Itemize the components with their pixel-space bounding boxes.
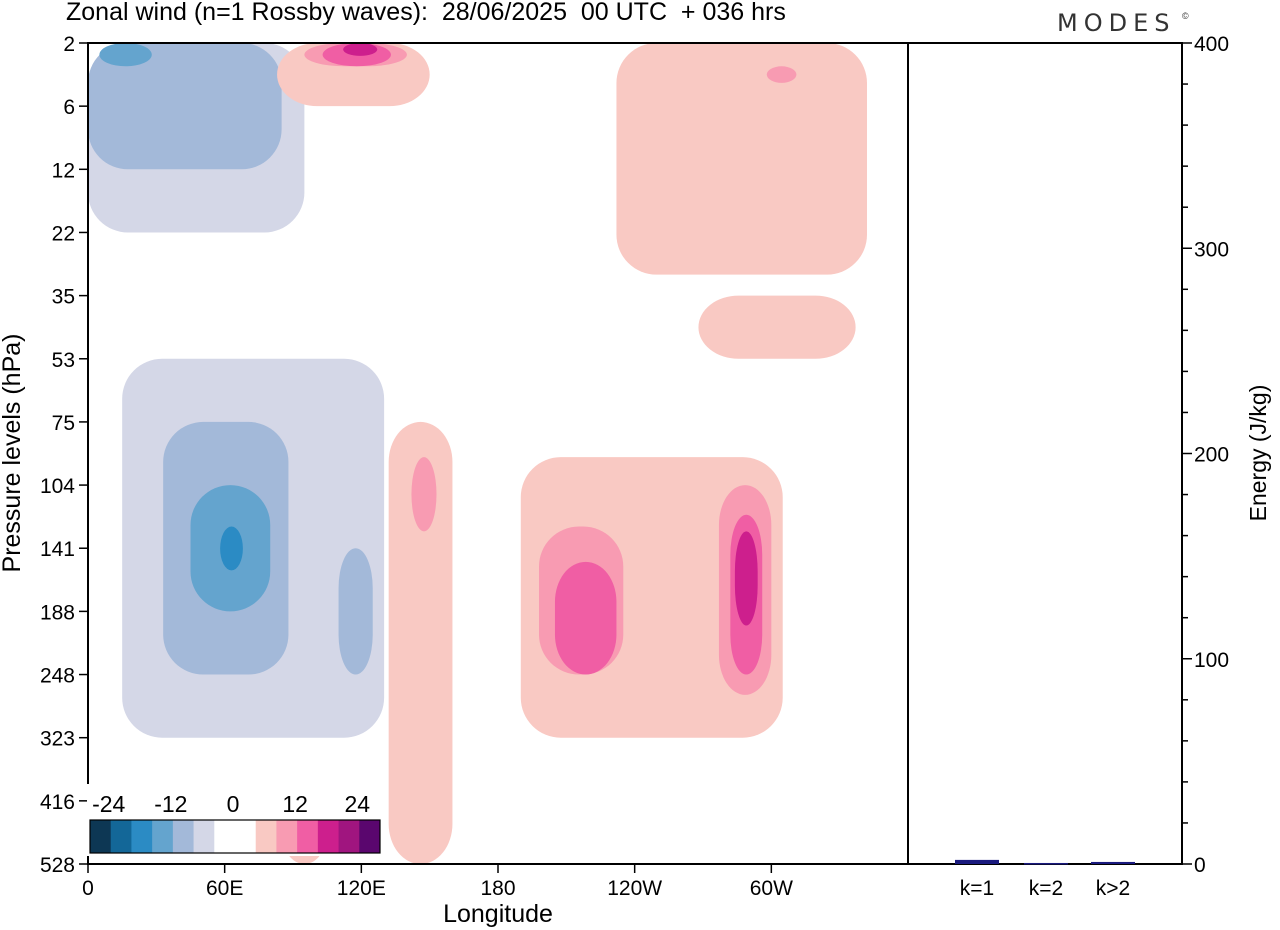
colorbar-frame [89,819,381,854]
y-tick-label: 12 [52,159,75,182]
brand-copyright-mark: © [1182,11,1189,21]
energy-tick-label: 100 [1194,649,1229,672]
contour-region-negative-7 [338,548,373,675]
contour-region-positive-19 [554,561,617,675]
energy-bar-2 [1024,862,1068,865]
energy-axis-label: Energy (J/kg) [1245,385,1271,522]
y-tick-label: 416 [40,791,75,814]
contour-region-positive-22 [734,531,758,626]
colorbar-swatch [90,820,112,853]
brand-logo: MODES [1057,9,1176,37]
colorbar-swatch [276,820,298,853]
y-tick-label: 323 [40,728,75,751]
y-tick-label: 6 [63,96,75,119]
colorbar-swatch [338,820,360,853]
contour-region-positive-15 [388,421,453,864]
contour-region-negative-6 [220,526,243,571]
y-tick-label: 188 [40,601,75,624]
colorbar-swatch [359,820,381,853]
colorbar-swatch [193,820,215,853]
y-tick-label: 104 [40,475,75,498]
y-tick-label: 75 [52,412,75,435]
x-tick-label: 0 [82,877,94,900]
energy-tick-label: 0 [1194,854,1206,877]
energy-plot-frame [907,42,1183,865]
y-tick-label: 2 [63,33,75,56]
colorbar-tick-label: -12 [154,791,187,817]
colorbar-swatch [214,820,236,853]
pressure-axis: 2 6 12 22 35 53 75 104 141 188 248 323 416 528 [40,33,88,877]
colorbar-swatch [110,820,132,853]
colorbar-swatch [131,820,153,853]
y-tick-label: 141 [40,538,75,561]
y-tick-label: 22 [52,222,75,245]
contour-region-positive-16 [411,457,437,532]
colorbar-tick-label: 24 [344,791,370,817]
longitude-axis: 0 60E 120E 180 120W 60W [82,864,793,900]
colorbar-swatch [235,820,257,853]
y-tick-label: 528 [40,854,75,877]
energy-tick-label: 200 [1194,444,1229,467]
energy-bar-3 [1091,861,1135,864]
y-axis-label: Pressure levels (hPa) [0,334,26,573]
colorbar-swatch [255,820,277,853]
colorbar-tick-label: -24 [92,791,125,817]
contour-region-positive-12 [616,43,867,275]
x-tick-label: 60E [206,877,243,900]
contour-region-positive-13 [766,66,797,83]
contour-region-positive-11 [343,43,378,56]
energy-bar-1 [955,859,999,864]
x-tick-label: 120W [607,877,662,900]
colorbar-legend: -24 -12 0 12 24 [87,784,383,856]
colorbar-swatch [152,820,174,853]
x-tick-label: 120E [337,877,386,900]
colorbar-tick-label: 12 [282,791,308,817]
colorbar-swatch [317,820,340,853]
y-tick-label: 53 [52,349,75,372]
contour-field [88,43,867,864]
colorbar-swatch [297,820,319,853]
y-tick-label: 35 [52,286,75,309]
chart-title: Zonal wind (n=1 Rossby waves): 28/06/202… [66,0,786,26]
x-tick-label: 180 [480,877,515,900]
y-tick-label: 248 [40,665,75,688]
energy-axis: 0 100 200 300 400 [1182,33,1229,877]
energy-bars: k=1 k=2 k>2 [955,859,1135,900]
energy-category-label: k=1 [960,877,994,900]
colorbar-tick-label: 0 [227,791,240,817]
contour-region-negative-1 [88,43,282,170]
energy-tick-label: 300 [1194,238,1229,261]
energy-tick-label: 400 [1194,33,1229,56]
energy-category-label: k>2 [1096,877,1130,900]
x-tick-label: 60W [750,877,793,900]
contour-region-negative-2 [99,43,152,67]
contour-region-positive-14 [698,295,856,359]
energy-category-label: k=2 [1029,877,1063,900]
colorbar-swatch [172,820,195,853]
x-axis-label: Longitude [443,900,553,928]
